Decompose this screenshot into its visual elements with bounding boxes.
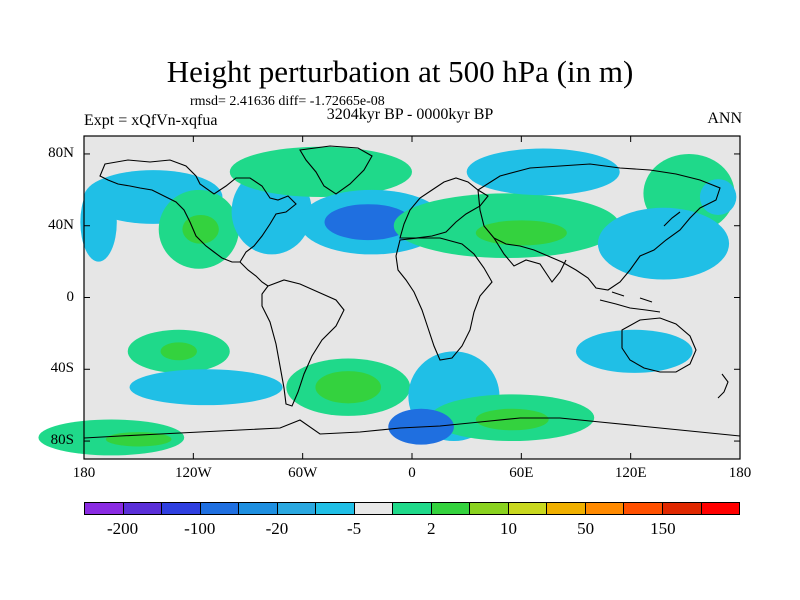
colorbar-box: [277, 503, 317, 514]
colorbar-label: 150: [650, 519, 676, 538]
anomaly-region: [182, 214, 219, 244]
colorbar-box: [239, 503, 278, 514]
colorbar-box: [508, 503, 548, 514]
coast-greenland: [299, 145, 373, 195]
colorbar-label: -200: [106, 519, 139, 538]
colorbar-label: 10: [499, 519, 517, 538]
colorbar-box: [393, 503, 432, 514]
colorbar-box: [701, 503, 740, 514]
colorbar-box: [123, 503, 163, 514]
colorbar-label: 50: [577, 519, 595, 538]
anomaly-region: [475, 220, 567, 246]
lat-tick-label: 80N: [48, 144, 74, 161]
coast-africa: [395, 237, 493, 361]
lon-tick-label: 180: [72, 465, 96, 481]
lat-tick-label: 40S: [50, 360, 74, 377]
lat-tick-label: 80S: [50, 432, 74, 449]
colorbar: [84, 502, 740, 515]
coast-south-america: [261, 279, 345, 407]
anomaly-region: [80, 182, 117, 262]
coast-australia: [621, 317, 697, 373]
colorbar-label: -100: [184, 519, 216, 538]
lon-tick-label: 60W: [288, 465, 318, 481]
anomaly-region: [475, 408, 549, 431]
colorbar-box: [624, 503, 663, 514]
experiment-label: Expt = xQfVn-xqfua: [84, 112, 218, 129]
anomaly-region: [324, 204, 412, 241]
colorbar-label: -5: [347, 519, 362, 538]
coast-south-asia: [493, 237, 567, 283]
anomaly-layer: [38, 146, 737, 456]
coast-central-america: [239, 261, 269, 287]
anomaly-region: [315, 371, 382, 404]
lon-tick-label: 120W: [174, 465, 212, 481]
lon-tick-label: 120E: [614, 465, 647, 481]
colorbar-box: [547, 503, 586, 514]
lat-tick-label: 40N: [48, 216, 74, 233]
anomaly-region: [576, 329, 693, 373]
anomaly-region: [597, 207, 730, 280]
coast-asia: [477, 163, 721, 291]
coast-indonesia: [599, 291, 661, 313]
lat-tick-label: 0: [66, 288, 75, 305]
coast-antarctica: [83, 417, 741, 439]
tick-marks: [83, 136, 741, 459]
season-label: ANN: [707, 110, 742, 127]
coast-japan: [663, 211, 681, 227]
anomaly-region: [466, 148, 620, 196]
colorbar-box: [85, 503, 124, 514]
colorbar-box: [431, 503, 471, 514]
colorbar-box: [585, 503, 625, 514]
coast-north-america: [99, 159, 297, 263]
anomaly-region: [229, 146, 412, 198]
colorbar-box: [316, 503, 355, 514]
colorbar-box: [200, 503, 240, 514]
colorbar-box: [162, 503, 201, 514]
anomaly-region: [699, 179, 737, 215]
colorbar-label: 2: [427, 519, 436, 538]
period-label: 3204kyr BP - 0000kyr BP: [326, 106, 494, 123]
colorbar-box: [662, 503, 702, 514]
lon-tick-label: 60E: [509, 465, 534, 481]
colorbar-box: [354, 503, 394, 514]
coastlines: [83, 145, 741, 439]
colorbar-label: -20: [265, 519, 289, 538]
lon-tick-label: 0: [408, 465, 416, 481]
anomaly-region: [129, 369, 283, 406]
coast-new-zealand: [717, 373, 729, 399]
colorbar-box: [470, 503, 509, 514]
plot-title: Height perturbation at 500 hPa (in m): [166, 54, 634, 89]
lon-tick-label: 180: [728, 465, 752, 481]
stats-subtitle: rmsd= 2.41636 diff= -1.72665e-08: [190, 94, 385, 109]
anomaly-region: [160, 342, 197, 361]
